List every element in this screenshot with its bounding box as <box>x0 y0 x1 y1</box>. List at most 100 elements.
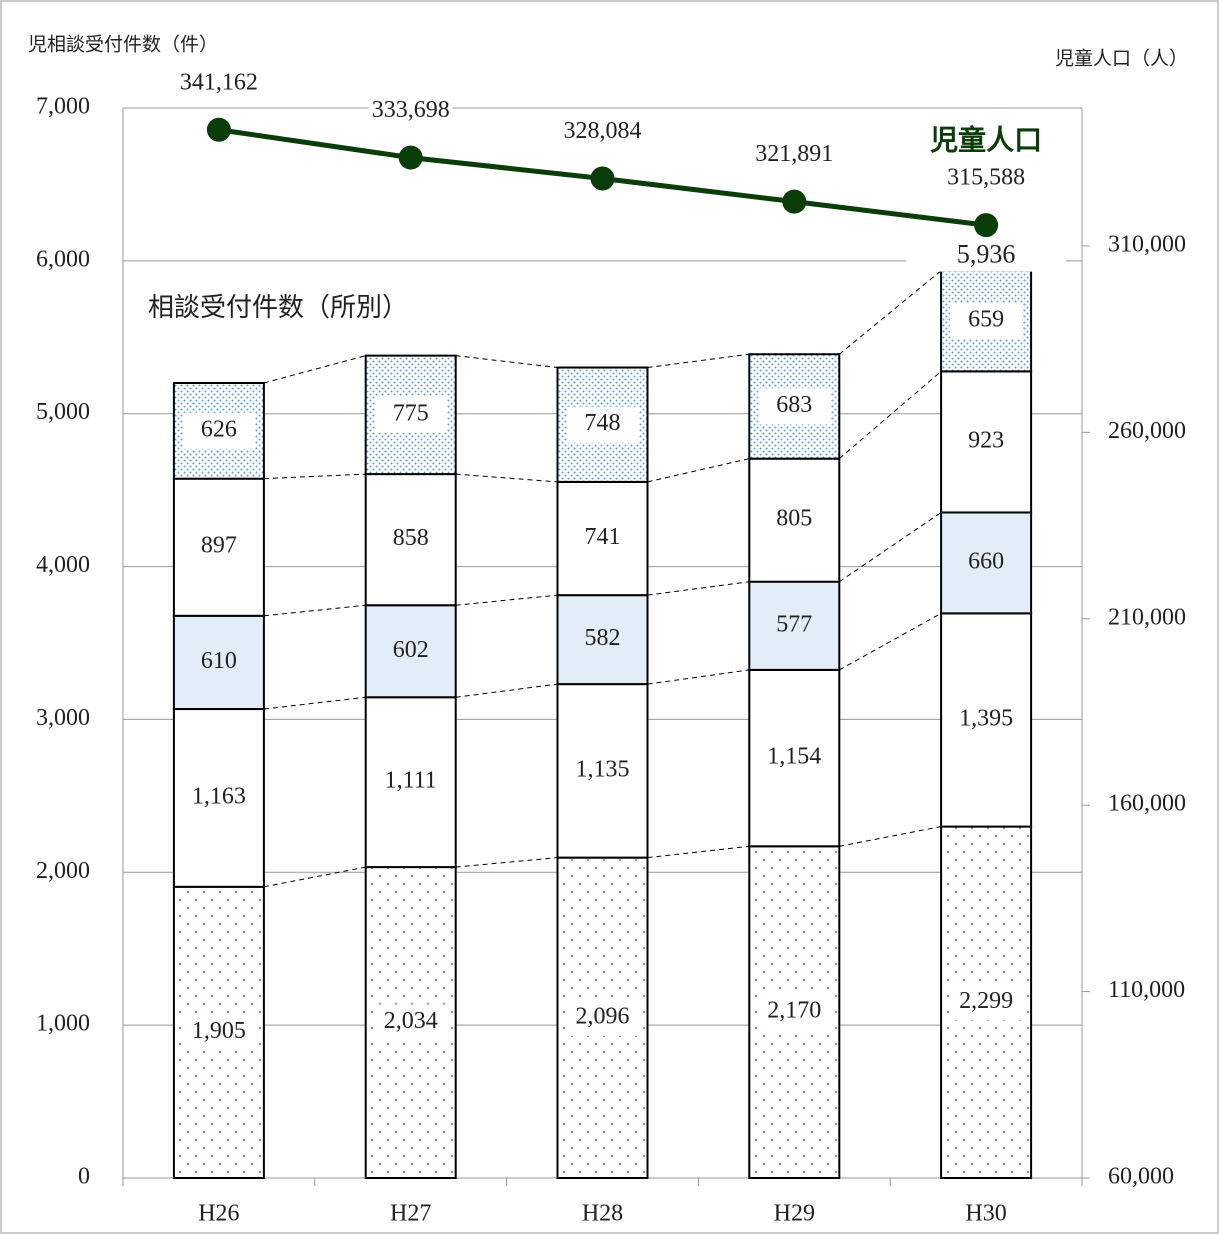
connector <box>455 473 558 483</box>
label-bg <box>182 1014 255 1051</box>
data-label: 1,395 <box>959 705 1013 731</box>
y2-tick-label: 210,000 <box>1108 604 1186 630</box>
line-point <box>398 145 423 170</box>
bar-segment <box>172 708 265 888</box>
y-tick-label: 1,000 <box>36 1011 90 1037</box>
line-label: 315,588 <box>947 165 1025 191</box>
connector <box>839 826 942 847</box>
connector <box>455 683 558 698</box>
bar-segment <box>364 604 457 699</box>
line-point <box>974 213 999 238</box>
connector <box>838 270 942 355</box>
line-point <box>590 166 615 191</box>
bar-segment <box>940 612 1033 828</box>
label-bg <box>182 412 255 449</box>
y-tick-label: 7,000 <box>36 94 90 120</box>
label-bg <box>906 241 1067 272</box>
data-label: 1,163 <box>192 783 246 809</box>
y-tick-label: 0 <box>78 1164 90 1190</box>
connector <box>263 866 366 888</box>
x-tick-label: H29 <box>774 1201 815 1227</box>
bar-segment <box>556 480 649 597</box>
connector <box>839 612 942 671</box>
data-label: 610 <box>201 648 237 674</box>
label-bg <box>758 388 831 425</box>
y-tick-label: 6,000 <box>36 246 90 272</box>
data-label: 805 <box>776 506 812 532</box>
data-label: 2,096 <box>576 1003 630 1029</box>
x-tick-label: H30 <box>965 1201 1006 1227</box>
bar-segment <box>556 683 649 859</box>
data-label: 626 <box>201 416 237 442</box>
bar-segment <box>940 511 1033 615</box>
y-tick-label: 5,000 <box>36 399 90 425</box>
connector <box>263 473 366 480</box>
data-label: 660 <box>968 548 1004 574</box>
bar-segment <box>748 457 841 583</box>
data-label: 659 <box>968 307 1004 333</box>
bar-segment <box>172 477 265 617</box>
line-label: 333,698 <box>372 97 450 123</box>
connector <box>455 594 558 606</box>
y2-axis-title: 児童人口（人） <box>1055 47 1188 69</box>
data-label: 897 <box>201 533 237 559</box>
line-label: 328,084 <box>564 118 642 144</box>
y-tick-label: 2,000 <box>36 858 90 884</box>
connector <box>647 458 750 483</box>
bar-segment <box>172 614 265 711</box>
connector <box>263 604 366 617</box>
connector <box>647 581 750 596</box>
label-bg <box>374 1004 447 1041</box>
data-label: 775 <box>393 400 429 426</box>
data-label: 582 <box>585 625 621 651</box>
bar-segment <box>364 473 457 607</box>
data-label: 741 <box>585 524 621 550</box>
line-point <box>206 117 231 142</box>
legend-label: 児童人口 <box>930 124 1042 157</box>
data-label: 1,154 <box>767 744 821 770</box>
label-bg <box>950 303 1023 340</box>
y-axis-title: 児相談受付件数（件） <box>28 33 218 55</box>
connector <box>838 370 942 460</box>
y2-tick-label: 60,000 <box>1108 1164 1174 1190</box>
data-label: 2,299 <box>959 988 1013 1014</box>
data-label: 1,135 <box>576 756 630 782</box>
data-label: 577 <box>776 611 812 637</box>
bar-segment <box>364 696 457 869</box>
label-bg <box>374 396 447 433</box>
y-tick-label: 3,000 <box>36 705 90 731</box>
data-label: 923 <box>968 427 1004 453</box>
data-label: 602 <box>393 637 429 663</box>
label-bg <box>950 984 1023 1021</box>
y2-tick-label: 310,000 <box>1108 231 1186 257</box>
data-label: 1,905 <box>192 1018 246 1044</box>
line-label: 321,891 <box>755 141 833 167</box>
y-tick-label: 4,000 <box>36 552 90 578</box>
bar-segment <box>748 668 841 848</box>
total-label: 5,936 <box>957 240 1016 269</box>
y2-tick-label: 260,000 <box>1108 418 1186 444</box>
y2-tick-label: 160,000 <box>1108 791 1186 817</box>
connector <box>455 355 558 369</box>
y2-tick-label: 110,000 <box>1108 977 1185 1003</box>
line-point <box>782 189 807 214</box>
label-bg <box>758 994 831 1031</box>
data-label: 2,034 <box>384 1008 438 1034</box>
data-label: 2,170 <box>767 998 821 1024</box>
connector <box>455 857 558 868</box>
data-label: 748 <box>585 410 621 436</box>
connector <box>647 669 750 685</box>
data-label: 683 <box>776 392 812 418</box>
connector <box>263 696 366 710</box>
line-label: 341,162 <box>180 69 258 95</box>
x-tick-label: H27 <box>390 1201 431 1227</box>
connector <box>647 353 750 369</box>
label-bg <box>566 999 639 1036</box>
subtitle: 相談受付件数（所別） <box>148 293 408 322</box>
connector <box>263 355 366 384</box>
x-tick-label: H28 <box>582 1201 623 1227</box>
data-label: 1,111 <box>385 768 437 794</box>
